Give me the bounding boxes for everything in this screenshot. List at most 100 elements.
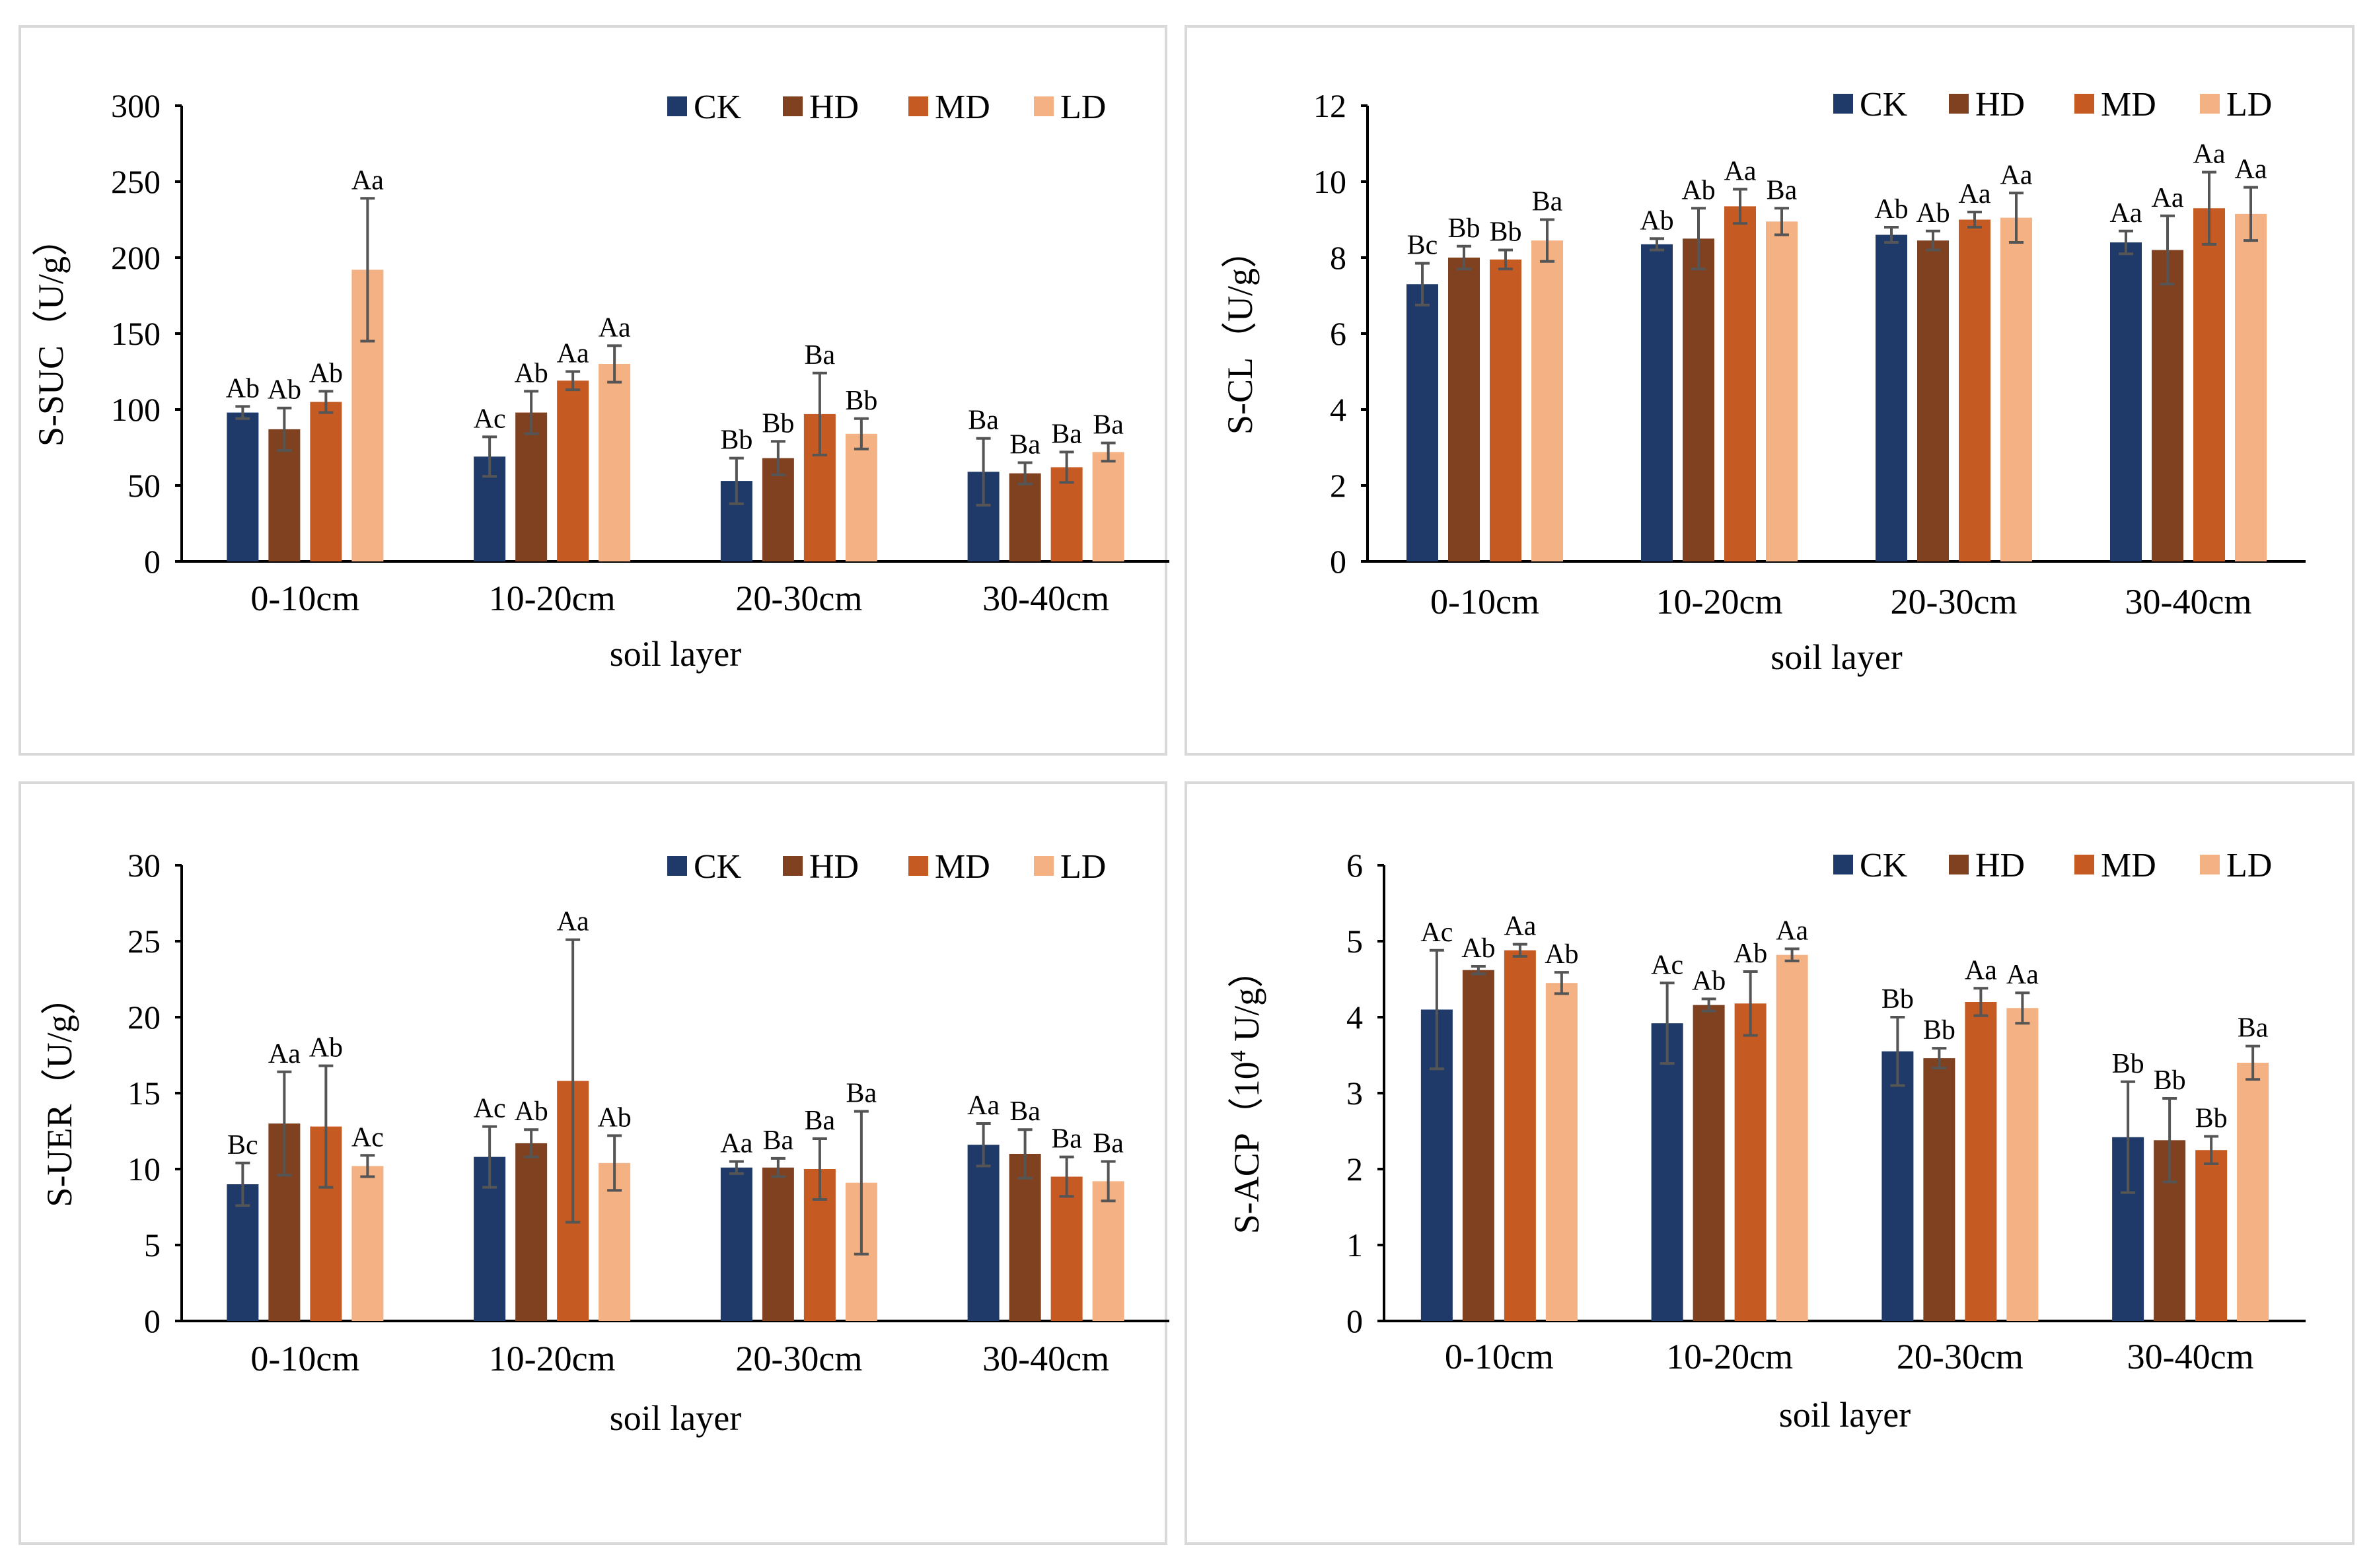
x-axis-title: soil layer (1779, 1395, 1911, 1435)
legend-label-ck: CK (1860, 86, 1908, 124)
significance-label: Ba (846, 1079, 877, 1109)
significance-label: Aa (1724, 157, 1757, 187)
bar-md (2193, 208, 2225, 561)
bar-hd (515, 412, 548, 561)
x-category-label: 20-30cm (1891, 582, 2018, 622)
bar-md (1504, 950, 1536, 1321)
legend-label-hd: HD (809, 848, 859, 886)
y-tick-label: 10 (128, 1151, 161, 1188)
y-axis-title-part: S-ACP（ (1227, 1097, 1266, 1234)
legend-swatch-ld (1034, 96, 1054, 116)
significance-label: Bb (1881, 984, 1914, 1015)
bar-hd (1009, 1154, 1041, 1321)
y-axis-title: S-UER（U/g） (40, 979, 79, 1207)
y-tick-label: 4 (1346, 999, 1363, 1036)
x-axis-title: soil layer (610, 634, 741, 674)
legend-swatch-ck (1833, 94, 1853, 114)
significance-label: Aa (2000, 160, 2033, 190)
panel-border (18, 25, 1167, 756)
significance-label: Bc (1407, 231, 1438, 261)
y-tick-label: 30 (128, 847, 161, 884)
significance-label: Ab (1874, 194, 1908, 225)
x-category-label: 30-40cm (2125, 582, 2252, 622)
x-category-label: 10-20cm (489, 1339, 616, 1378)
significance-label: Ac (1651, 950, 1683, 980)
significance-label: Ab (1734, 939, 1767, 969)
bar-md (1734, 1003, 1767, 1321)
significance-label: Bb (2195, 1104, 2228, 1134)
significance-label: Aa (1504, 911, 1536, 942)
bar-hd (1683, 238, 1714, 561)
significance-label: Aa (1959, 179, 1991, 209)
legend-swatch-md (2074, 94, 2094, 114)
x-category-label: 20-30cm (1897, 1337, 2024, 1376)
bar-md (1050, 1176, 1083, 1321)
bar-ck (2110, 242, 2142, 561)
bar-hd (1923, 1058, 1955, 1321)
bar-md (310, 402, 342, 561)
legend-swatch-hd (783, 96, 803, 116)
legend-label-md: MD (935, 848, 990, 886)
legend-label-ck: CK (694, 89, 742, 126)
y-tick-label: 2 (1330, 467, 1346, 504)
y-tick-label: 300 (111, 87, 161, 124)
bar-ck (967, 1145, 1000, 1321)
x-category-label: 10-20cm (1656, 582, 1783, 622)
y-axis-title: S-ACP（104 U/g） (1226, 952, 1266, 1234)
legend-label-ld: LD (2226, 86, 2272, 124)
legend-label-md: MD (2101, 86, 2156, 124)
significance-label: Ba (1051, 1124, 1082, 1155)
legend-swatch-hd (1949, 855, 1969, 874)
significance-label: Ab (1640, 205, 1673, 236)
legend-label-md: MD (2101, 847, 2156, 884)
legend-swatch-ck (1833, 855, 1853, 874)
y-tick-label: 10 (1313, 163, 1346, 200)
y-tick-label: 150 (111, 315, 161, 352)
bar-ld (2006, 1008, 2039, 1321)
significance-label: Aa (1776, 916, 1808, 946)
significance-label: Ab (309, 358, 343, 388)
x-category-label: 0-10cm (250, 579, 359, 618)
significance-label: Ba (968, 406, 999, 436)
bar-ck (1881, 1051, 1914, 1321)
y-tick-label: 5 (1346, 923, 1363, 960)
bar-ld (2235, 213, 2267, 561)
x-category-label: 10-20cm (1666, 1337, 1793, 1376)
significance-label: Bb (762, 408, 794, 439)
x-axis-title: soil layer (1771, 637, 1902, 677)
y-tick-label: 20 (128, 999, 161, 1036)
y-axis-title-exponent: 4 (1226, 1050, 1251, 1061)
significance-label: Ba (1532, 187, 1563, 217)
x-category-label: 30-40cm (982, 1339, 1109, 1378)
significance-label: Aa (557, 339, 589, 369)
bar-ld (1545, 983, 1578, 1321)
significance-label: Ba (763, 1125, 794, 1156)
bar-md (1490, 259, 1521, 561)
bar-hd (762, 1167, 794, 1321)
legend-swatch-ck (667, 856, 687, 876)
bar-ld (351, 1166, 384, 1321)
x-category-label: 0-10cm (250, 1339, 359, 1378)
significance-label: Ab (1461, 933, 1495, 964)
significance-label: Aa (2110, 198, 2142, 229)
significance-label: Bb (1447, 213, 1480, 244)
bar-ld (2237, 1063, 2269, 1321)
bar-ck (1641, 244, 1673, 561)
legend-swatch-ld (2200, 94, 2220, 114)
legend-label-ld: LD (1060, 89, 1106, 126)
y-tick-label: 8 (1330, 239, 1346, 276)
y-tick-label: 100 (111, 391, 161, 428)
legend-label-ck: CK (694, 848, 742, 886)
legend-swatch-md (908, 856, 928, 876)
significance-label: Ba (1009, 1096, 1040, 1127)
chart-panel-1: 0 50 100 150 200 250 300 Ab Ab Ab Aa 0-10cm Ac Ab Aa Aa… (18, 25, 1169, 756)
legend-swatch-md (2074, 855, 2094, 874)
y-tick-label: 25 (128, 923, 161, 960)
x-category-label: 30-40cm (2127, 1337, 2254, 1376)
bar-md (1724, 206, 1756, 561)
significance-label: Ac (351, 1122, 384, 1153)
significance-label: Ab (1692, 966, 1726, 996)
significance-label: Bb (2112, 1049, 2144, 1079)
y-tick-label: 0 (144, 1302, 161, 1339)
